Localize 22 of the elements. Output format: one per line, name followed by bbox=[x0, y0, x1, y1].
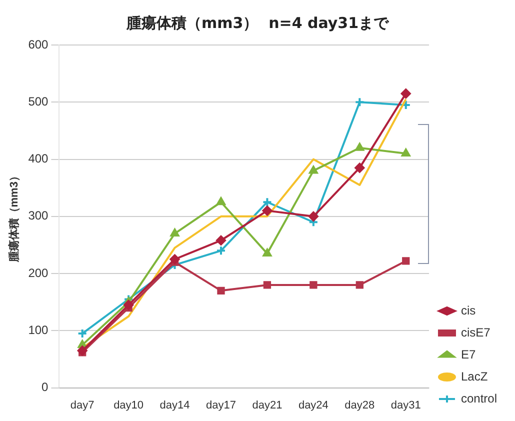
y-tick-label: 400 bbox=[28, 152, 49, 166]
y-tick-label: 200 bbox=[28, 266, 49, 280]
legend-label: LacZ bbox=[460, 369, 488, 384]
x-tick-label: day21 bbox=[252, 399, 282, 412]
x-tick-label: day17 bbox=[206, 399, 236, 412]
y-tick-label: 300 bbox=[28, 208, 49, 223]
chart-title: 腫瘍体積（mm3） n=4 day31まで bbox=[125, 14, 390, 33]
legend-label: cisE7 bbox=[460, 325, 491, 340]
y-tick-label: 600 bbox=[28, 37, 49, 52]
y-tick-label: 0 bbox=[42, 380, 49, 394]
y-axis-title: 腫瘍体積（mm3） bbox=[8, 170, 21, 264]
x-tick-label: day24 bbox=[298, 399, 328, 412]
x-tick-label: day10 bbox=[114, 399, 144, 412]
legend-label: cis bbox=[460, 303, 476, 318]
y-tick-label: 100 bbox=[28, 322, 49, 337]
legend-label: E7 bbox=[460, 347, 476, 362]
legend-label: control bbox=[460, 391, 498, 406]
x-tick-label: day14 bbox=[160, 399, 190, 412]
x-tick-label: day7 bbox=[70, 399, 94, 412]
y-tick-label: 500 bbox=[28, 94, 49, 108]
x-tick-label: day28 bbox=[344, 399, 375, 412]
x-tick-label: day31 bbox=[390, 399, 421, 412]
